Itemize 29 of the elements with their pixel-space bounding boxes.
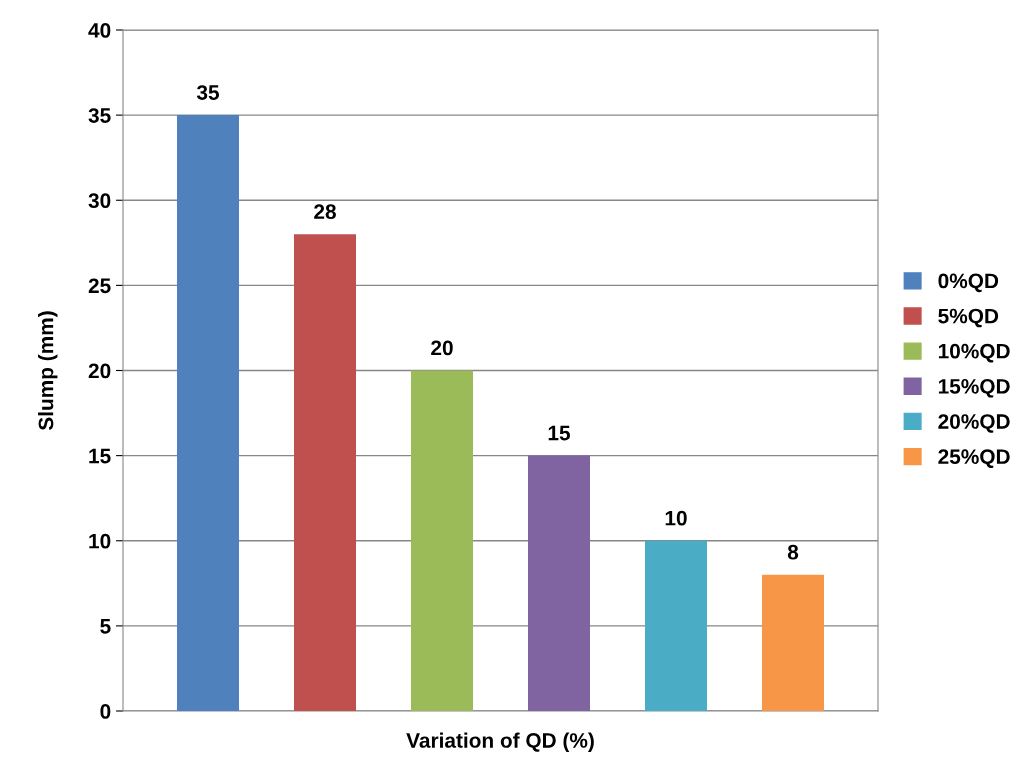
- bar: [528, 455, 590, 711]
- y-tick-label: 15: [89, 448, 111, 464]
- legend-label: 20%QD: [938, 414, 1010, 433]
- legend-label: 15%QD: [938, 378, 1010, 398]
- y-tick-label: 20: [88, 363, 111, 379]
- data-label: 10: [665, 510, 687, 526]
- y-tick-label: 40: [88, 23, 111, 38]
- y-tick-label: 5: [100, 619, 111, 634]
- bar: [762, 574, 824, 711]
- y-tick-label: 35: [88, 108, 111, 123]
- x-axis-title: Variation of QD (%): [406, 732, 594, 752]
- legend-label: 5%QD: [938, 308, 999, 328]
- legend-label: 10%QD: [938, 343, 1010, 363]
- data-label: 8: [787, 544, 799, 560]
- data-label: 35: [196, 85, 220, 100]
- bar: [177, 115, 239, 711]
- bar: [645, 540, 707, 711]
- y-tick-label: 30: [88, 193, 111, 209]
- y-tick-label: 10: [89, 533, 111, 549]
- data-label: 15: [548, 425, 571, 441]
- legend-label: 25%QD: [938, 449, 1010, 468]
- bar: [411, 370, 473, 711]
- y-tick-label: 25: [88, 278, 111, 294]
- bar: [294, 234, 356, 711]
- data-label: 20: [431, 340, 453, 356]
- y-axis-title: Slump (mm): [38, 311, 58, 431]
- data-label: 28: [314, 204, 336, 220]
- legend-label: 0%QD: [938, 273, 999, 293]
- y-tick-label: 0: [100, 704, 111, 719]
